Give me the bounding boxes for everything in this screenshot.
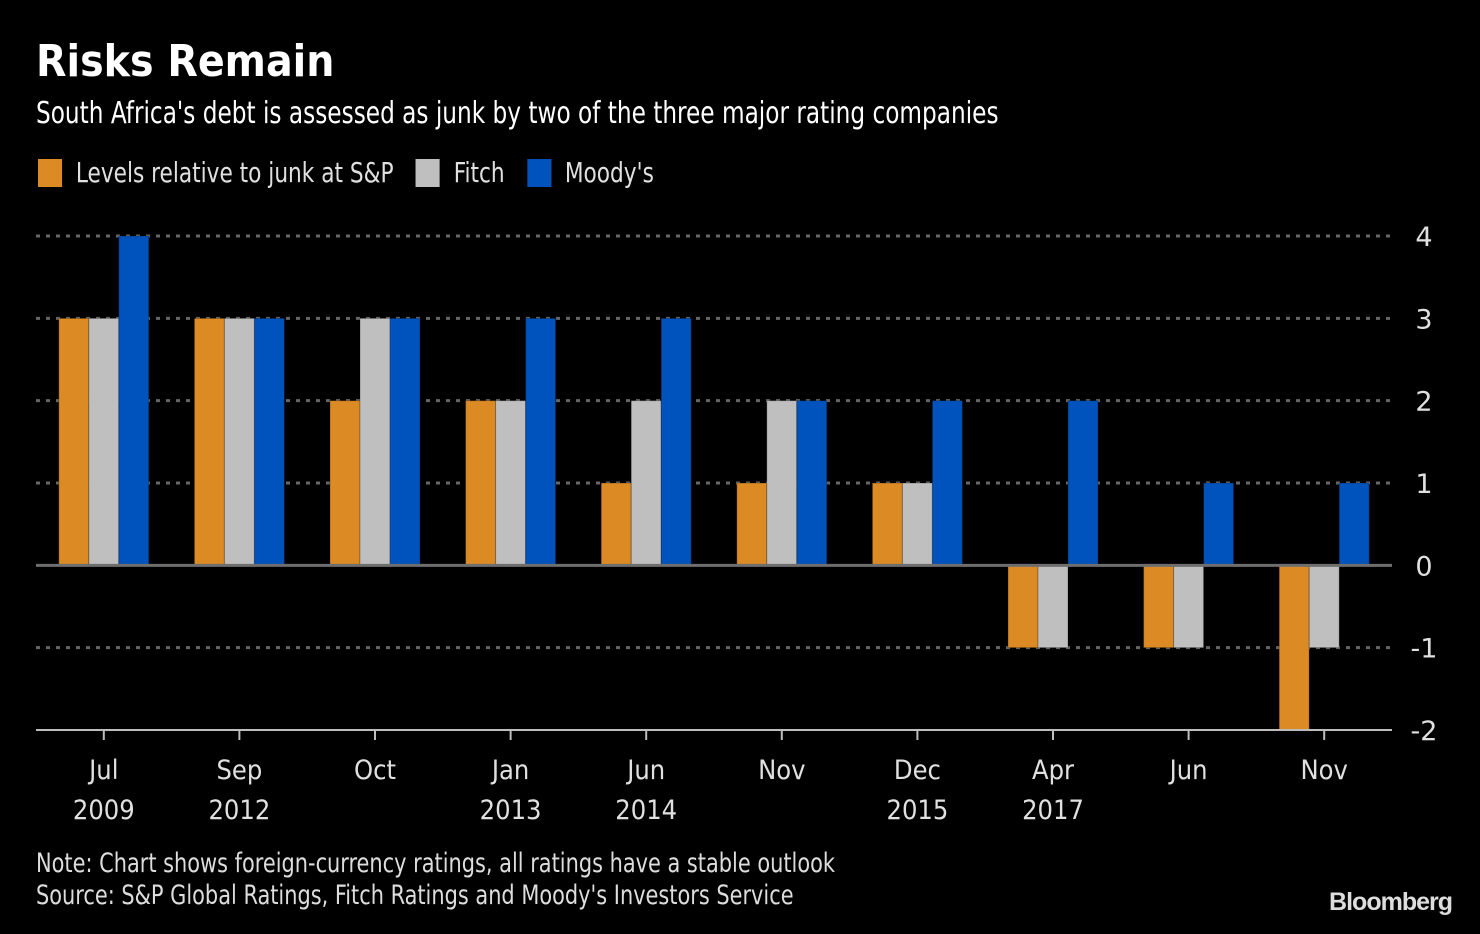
bar-moodys bbox=[660, 317, 692, 566]
x-tick-label-year: 2013 bbox=[480, 795, 542, 827]
bar-moodys bbox=[796, 400, 828, 566]
x-tick-label-month: Oct bbox=[354, 755, 396, 787]
bar-moodys bbox=[931, 400, 963, 566]
bar-fitch bbox=[88, 317, 120, 566]
y-tick-label: 2 bbox=[1415, 387, 1432, 418]
bar-fitch bbox=[495, 400, 527, 566]
bar-sp bbox=[465, 400, 497, 566]
y-tick-label: -2 bbox=[1411, 716, 1438, 747]
x-tick-label-year: 2015 bbox=[886, 795, 948, 827]
axes bbox=[36, 563, 1392, 740]
legend-label-moodys: Moody's bbox=[564, 156, 654, 189]
x-tick-label-month: Jul bbox=[87, 755, 118, 787]
bar-sp bbox=[329, 400, 361, 566]
x-tick-label-month: Sep bbox=[217, 755, 263, 787]
x-tick-label-month: Jan bbox=[490, 755, 529, 787]
x-tick-label-year: 2012 bbox=[208, 795, 270, 827]
y-tick-label: 0 bbox=[1415, 551, 1432, 582]
x-tick-label-year: 2017 bbox=[1022, 795, 1084, 827]
bar-moodys bbox=[118, 235, 150, 566]
bar-fitch bbox=[901, 482, 933, 566]
x-tick-label-year: 2009 bbox=[73, 795, 135, 827]
bar-sp bbox=[736, 482, 768, 566]
bar-sp bbox=[193, 317, 225, 566]
bar-fitch bbox=[1308, 564, 1340, 649]
legend: Levels relative to junk at S&P Fitch Moo… bbox=[38, 156, 676, 189]
x-tick-label-year: 2014 bbox=[615, 795, 677, 827]
legend-swatch-sp bbox=[38, 158, 63, 187]
chart-subtitle: South Africa's debt is assessed as junk … bbox=[36, 96, 999, 131]
bar-fitch bbox=[1037, 564, 1069, 649]
chart-footnote: Note: Chart shows foreign-currency ratin… bbox=[36, 848, 835, 912]
x-tick-label-month: Jun bbox=[1168, 755, 1208, 787]
bar-fitch bbox=[223, 317, 255, 566]
bloomberg-logo: Bloomberg bbox=[1329, 888, 1453, 916]
bar-sp bbox=[871, 482, 903, 566]
bar-sp bbox=[1143, 564, 1175, 649]
x-tick-label-month: Nov bbox=[1300, 755, 1347, 787]
bar-moodys bbox=[1067, 400, 1099, 566]
y-tick-label: -1 bbox=[1411, 634, 1438, 665]
chart-title: Risks Remain bbox=[36, 36, 335, 87]
legend-item-moodys: Moody's bbox=[527, 156, 654, 189]
bar-fitch bbox=[359, 317, 391, 566]
bar-sp bbox=[58, 317, 90, 566]
gridlines bbox=[36, 234, 1392, 650]
legend-item-fitch: Fitch bbox=[415, 156, 505, 189]
bar-moodys bbox=[1203, 482, 1235, 566]
bar-fitch bbox=[1173, 564, 1205, 649]
bar-moodys bbox=[525, 317, 557, 566]
bar-sp bbox=[600, 482, 632, 566]
bar-moodys bbox=[389, 317, 421, 566]
bar-sp bbox=[1278, 564, 1310, 731]
x-tick-label-month: Jun bbox=[625, 755, 665, 787]
bar-fitch bbox=[630, 400, 662, 566]
legend-swatch-fitch bbox=[415, 158, 441, 187]
y-tick-labels: 4 3 2 1 0 -1 -2 bbox=[1411, 222, 1438, 747]
bar-sp bbox=[1007, 564, 1039, 649]
bar-moodys bbox=[1338, 482, 1370, 566]
legend-label-sp: Levels relative to junk at S&P bbox=[75, 156, 394, 189]
note-text: Note: Chart shows foreign-currency ratin… bbox=[36, 848, 836, 879]
legend-swatch-moodys bbox=[527, 158, 552, 187]
bars bbox=[58, 235, 1370, 731]
x-tick-label-month: Dec bbox=[894, 755, 941, 787]
y-tick-label: 3 bbox=[1415, 304, 1432, 335]
y-tick-label: 4 bbox=[1415, 222, 1432, 253]
x-tick-labels: Jul 2009 Sep 2012 Oct Jan 2013 Jun 2014 Nov Dec 201… bbox=[73, 755, 1348, 827]
legend-label-fitch: Fitch bbox=[453, 156, 505, 189]
legend-item-sp: Levels relative to junk at S&P bbox=[38, 156, 394, 189]
x-tick-label-month: Apr bbox=[1032, 755, 1074, 787]
bar-fitch bbox=[766, 400, 798, 566]
source-text: Source: S&P Global Ratings, Fitch Rating… bbox=[36, 880, 794, 911]
bar-moodys bbox=[253, 317, 285, 566]
y-tick-label: 1 bbox=[1415, 469, 1432, 500]
x-tick-label-month: Nov bbox=[758, 755, 805, 787]
